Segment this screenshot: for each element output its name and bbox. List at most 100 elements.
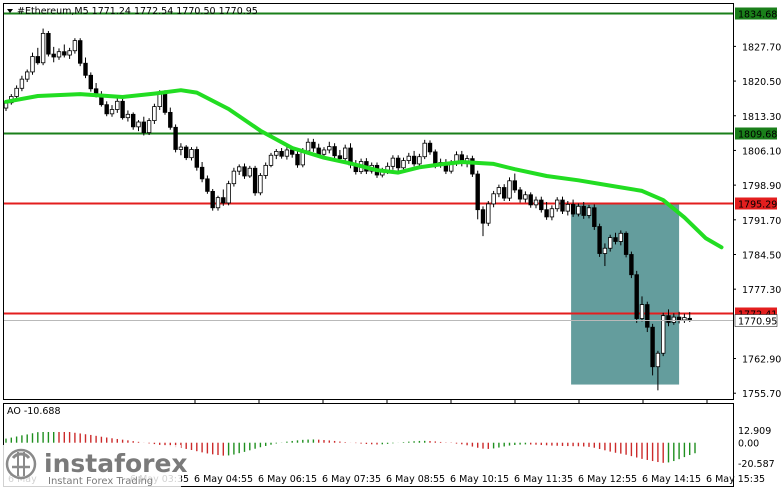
candle-body	[422, 142, 427, 158]
candle-body	[236, 166, 242, 172]
y-tick-label: 1777.30	[742, 285, 781, 296]
x-tick-label: 6 May 12:55	[578, 474, 637, 485]
candle-body	[475, 173, 480, 211]
watermark-tagline: Instant Forex Trading	[48, 476, 153, 487]
ao-title: AO -10.688	[7, 406, 61, 417]
candle-body	[168, 111, 173, 128]
candle-body	[501, 187, 507, 199]
candle-body	[486, 203, 491, 224]
candle-body	[645, 304, 650, 328]
candle-body	[523, 194, 528, 200]
y-tick-label: 1813.30	[742, 112, 781, 123]
y-tick-label: 1806.10	[742, 146, 781, 157]
ao-tick-label: 0.00	[738, 439, 759, 450]
current-price-label-bg	[734, 314, 778, 327]
candle-body	[305, 141, 311, 152]
candle-body	[258, 175, 263, 194]
chart-header: #Ethereum,M5 1771.24 1772.54 1770.50 177…	[7, 6, 258, 17]
instaforex-watermark: instaforex Instant Forex Trading	[0, 445, 188, 489]
candle-body	[221, 197, 226, 204]
y-tick-label: 1762.90	[742, 355, 781, 366]
level-label: 1834.68	[738, 10, 777, 21]
candle-body	[146, 120, 152, 134]
y-tick-label: 1820.50	[742, 77, 781, 88]
candle-body	[51, 53, 56, 58]
candle-body	[608, 237, 613, 249]
level-label-bg	[735, 197, 777, 210]
moving-average-line	[4, 88, 724, 250]
candle-body	[115, 100, 120, 110]
current-price-label: 1770.95	[738, 317, 777, 328]
candle-body	[231, 170, 237, 185]
candle-body	[491, 193, 496, 205]
candle-body	[395, 157, 401, 169]
candle-body	[327, 146, 332, 151]
candle-body	[390, 157, 396, 167]
candle-body	[539, 199, 544, 211]
candle-body	[316, 147, 321, 155]
level-label-bg	[735, 127, 777, 140]
candle-body	[295, 153, 300, 166]
candle-body	[597, 226, 602, 254]
candle-body	[417, 156, 422, 165]
candle-body	[560, 199, 565, 212]
candle-body	[279, 151, 284, 157]
candle-body	[263, 164, 268, 176]
x-tick-label: 6 May 07:35	[322, 474, 381, 485]
candle-body	[565, 203, 570, 212]
candle-body	[512, 180, 517, 191]
candle-body	[549, 208, 555, 218]
candle-body	[342, 147, 348, 160]
level-label: 1795.29	[738, 200, 777, 211]
candle-body	[618, 232, 623, 242]
candle-body	[252, 167, 258, 194]
candle-body	[544, 209, 549, 218]
candle-body	[104, 104, 109, 115]
candle-body	[586, 207, 592, 216]
candle-body	[152, 106, 157, 121]
candle-body	[682, 317, 687, 321]
candle-body	[671, 316, 676, 323]
ao-tick-label: 12.909	[738, 426, 771, 437]
candle-body	[157, 93, 162, 108]
candle-body	[602, 247, 608, 254]
candle-body	[141, 121, 146, 134]
candle-body	[496, 187, 502, 195]
candle-body	[555, 199, 560, 210]
candle-body	[592, 207, 597, 227]
y-tick-label: 1791.70	[742, 216, 781, 227]
candle-body	[226, 183, 231, 204]
candle-body	[125, 113, 131, 119]
x-tick-label: 6 May 11:35	[514, 474, 573, 485]
candle-body	[406, 155, 411, 161]
candle-body	[639, 304, 645, 319]
candle-body	[35, 56, 40, 64]
candle-body	[83, 62, 88, 76]
candle-body	[666, 315, 671, 323]
collapse-triangle-icon[interactable]	[7, 9, 13, 13]
x-tick-label: 6 May 14:15	[642, 474, 701, 485]
watermark-brand: instaforex	[44, 449, 188, 478]
candle-body	[687, 317, 692, 321]
candle-body	[661, 315, 666, 354]
y-tick-label: 1827.70	[742, 42, 781, 53]
candle-body	[194, 149, 199, 168]
candle-body	[109, 109, 115, 115]
candle-body	[528, 194, 533, 206]
candle-body	[480, 209, 486, 224]
candle-body	[30, 56, 35, 73]
x-tick-label: 6 May 15:35	[706, 474, 765, 485]
candle-body	[40, 32, 46, 64]
candle-body	[205, 178, 210, 192]
candle-body	[401, 160, 406, 169]
level-label: 1809.68	[738, 130, 777, 141]
candle-body	[332, 146, 337, 157]
candle-body	[427, 142, 433, 153]
candle-body	[576, 205, 581, 215]
candle-body	[242, 166, 247, 177]
candle-body	[274, 151, 279, 156]
candle-body	[56, 51, 62, 58]
y-tick-label: 1755.70	[742, 389, 781, 400]
ao-tick-label: -20.587	[738, 459, 775, 470]
